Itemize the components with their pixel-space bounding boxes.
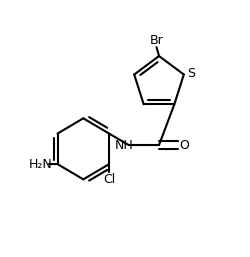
Text: Br: Br: [149, 34, 163, 47]
Text: NH: NH: [114, 139, 133, 152]
Text: S: S: [186, 67, 194, 80]
Text: Cl: Cl: [102, 173, 115, 186]
Text: H₂N: H₂N: [28, 158, 52, 171]
Text: O: O: [179, 139, 189, 152]
